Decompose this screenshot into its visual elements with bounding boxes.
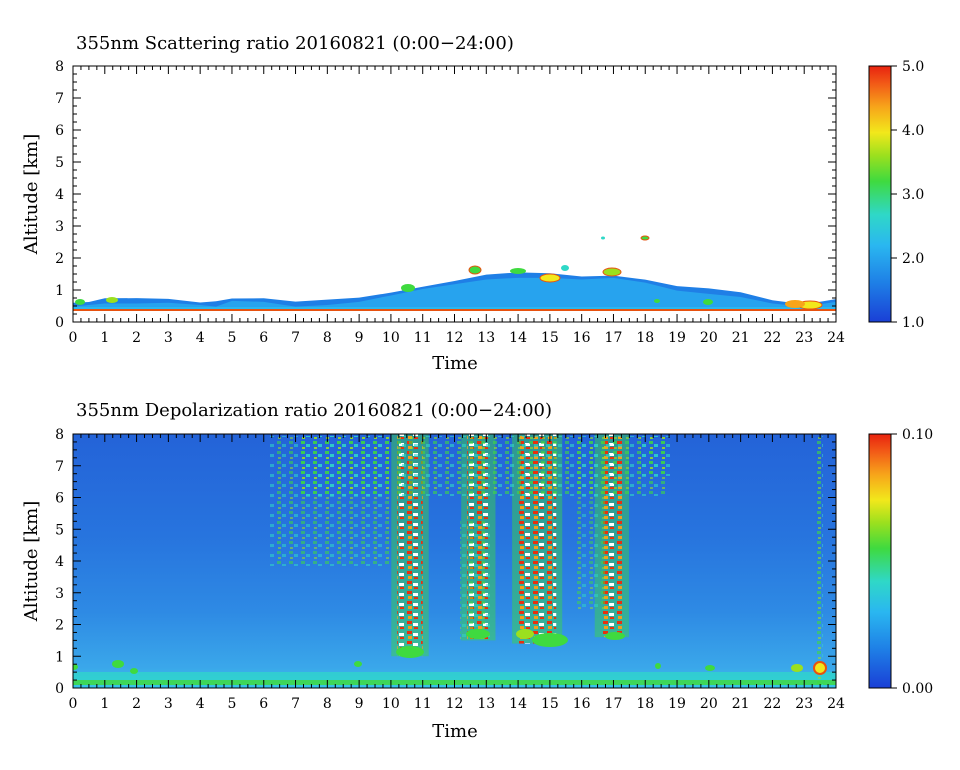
y-tick-label: 8 <box>55 427 64 443</box>
sparse-speckle <box>270 436 823 686</box>
y-tick-label: 1 <box>55 283 64 299</box>
y-tick-label: 3 <box>55 219 64 235</box>
y-tick-label: 8 <box>55 59 64 75</box>
y-tick-label: 3 <box>55 586 64 602</box>
low-features <box>73 629 827 675</box>
x-tick-label: 5 <box>227 696 236 712</box>
x-tick-label: 18 <box>636 696 654 712</box>
x-tick-label: 4 <box>196 330 205 346</box>
y-tick-label: 5 <box>55 155 64 171</box>
x-tick-label: 15 <box>541 330 559 346</box>
cloud-features <box>75 235 823 310</box>
y-tick-label: 6 <box>55 123 64 139</box>
plot-frame-1: 0 1 2 3 4 5 6 7 8 9 10 11 12 13 14 15 16 17 18 19 20 21 22 23 24… <box>55 59 845 346</box>
x-tick-label: 12 <box>446 330 464 346</box>
x-tick-label: 14 <box>509 330 527 346</box>
colorbar-tick-label: 2.0 <box>902 251 924 267</box>
y-tick-label: 0 <box>55 681 64 697</box>
x-tick-label: 9 <box>355 696 364 712</box>
x-tick-label: 21 <box>732 696 750 712</box>
x-tick-label: 0 <box>69 696 78 712</box>
y-tick-label: 4 <box>55 187 64 203</box>
y-tick-label: 7 <box>55 91 64 107</box>
x-tick-label: 23 <box>795 696 813 712</box>
depolarization-ratio-panel: 355nm Depolarization ratio 20160821 (0:0… <box>21 400 933 742</box>
y-tick-label: 4 <box>55 554 64 570</box>
x-tick-label: 6 <box>259 696 268 712</box>
colorbar-1 <box>868 65 892 323</box>
y-tick-label: 1 <box>55 649 64 665</box>
x-tick-label: 10 <box>382 696 400 712</box>
x-tick-label: 24 <box>827 330 845 346</box>
colorbar-tick-label: 1.0 <box>902 315 924 331</box>
colorbar-2-ticks: 0.00 0.10 <box>891 427 933 697</box>
x-tick-label: 16 <box>573 330 591 346</box>
x-tick-label: 5 <box>227 330 236 346</box>
colorbar-tick-label: 3.0 <box>902 187 924 203</box>
x-tick-label: 22 <box>764 330 782 346</box>
y-tick-label: 7 <box>55 459 64 475</box>
x-tick-label: 9 <box>355 330 364 346</box>
x-tick-label: 8 <box>323 330 332 346</box>
surface-layer-edge <box>73 309 836 311</box>
x-tick-label: 11 <box>414 696 432 712</box>
colorbar-2 <box>868 433 892 689</box>
aerosol-layer-top <box>73 277 836 307</box>
x-tick-label: 13 <box>477 330 495 346</box>
yaxis-label-1: Altitude [km] <box>21 134 42 256</box>
chart-title-1: 355nm Scattering ratio 20160821 (0:00−24… <box>76 33 514 54</box>
x-tick-label: 1 <box>100 696 109 712</box>
x-tick-label: 2 <box>132 696 141 712</box>
plot-frame-2: 0 1 2 3 4 5 6 7 8 9 10 11 12 13 14 15 16 17 18 19 20 21 22 23 24… <box>55 427 845 712</box>
x-tick-label: 6 <box>259 330 268 346</box>
x-tick-label: 2 <box>132 330 141 346</box>
y-tick-label: 5 <box>55 522 64 538</box>
x-tick-label: 13 <box>477 696 495 712</box>
chart-title-2: 355nm Depolarization ratio 20160821 (0:0… <box>76 400 552 421</box>
scattering-ratio-panel: 355nm Scattering ratio 20160821 (0:00−24… <box>21 33 924 374</box>
colorbar-tick-label: 4.0 <box>902 123 924 139</box>
x-tick-label: 18 <box>636 330 654 346</box>
x-tick-label: 10 <box>382 330 400 346</box>
colorbar-tick-label: 0.00 <box>902 681 933 697</box>
x-tick-label: 3 <box>164 330 173 346</box>
x-tick-label: 17 <box>605 330 623 346</box>
y-tick-label: 2 <box>55 618 64 634</box>
x-tick-label: 19 <box>668 696 686 712</box>
x-tick-label: 0 <box>69 330 78 346</box>
x-tick-label: 20 <box>700 330 718 346</box>
y-tick-label: 2 <box>55 251 64 267</box>
x-tick-label: 8 <box>323 696 332 712</box>
x-tick-label: 17 <box>605 696 623 712</box>
x-tick-label: 11 <box>414 330 432 346</box>
x-tick-label: 16 <box>573 696 591 712</box>
xaxis-label-2: Time <box>432 721 477 742</box>
x-tick-label: 14 <box>509 696 527 712</box>
x-tick-label: 22 <box>764 696 782 712</box>
xaxis-label-1: Time <box>432 353 477 374</box>
x-tick-label: 20 <box>700 696 718 712</box>
x-tick-label: 19 <box>668 330 686 346</box>
x-tick-label: 7 <box>291 330 300 346</box>
colorbar-tick-label: 5.0 <box>902 59 924 75</box>
colorbar-1-ticks: 1.0 2.0 3.0 4.0 5.0 <box>891 59 924 331</box>
x-tick-label: 1 <box>100 330 109 346</box>
x-tick-label: 12 <box>446 696 464 712</box>
x-tick-label: 15 <box>541 696 559 712</box>
x-tick-label: 24 <box>827 696 845 712</box>
y-tick-label: 0 <box>55 315 64 331</box>
x-tick-label: 23 <box>795 330 813 346</box>
yaxis-label-2: Altitude [km] <box>21 501 42 623</box>
x-tick-label: 21 <box>732 330 750 346</box>
y-tick-label: 6 <box>55 491 64 507</box>
x-tick-label: 7 <box>291 696 300 712</box>
colorbar-tick-label: 0.10 <box>902 427 933 443</box>
x-tick-label: 4 <box>196 696 205 712</box>
x-tick-label: 3 <box>164 696 173 712</box>
near-surface-band <box>73 672 836 680</box>
